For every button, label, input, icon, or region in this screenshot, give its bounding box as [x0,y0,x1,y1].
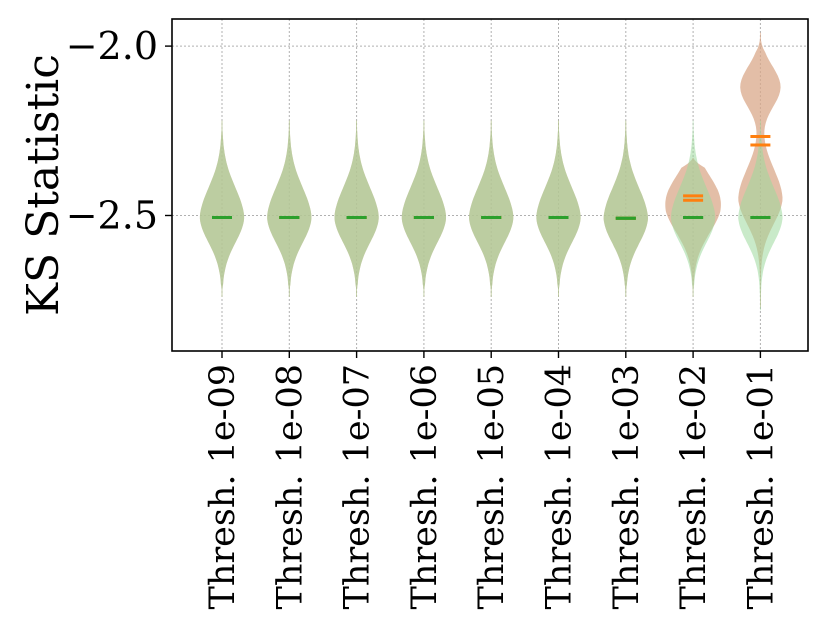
violin-body [334,120,379,297]
x-tick-label: Thresh. 1e-06 [405,364,445,609]
violin-body [267,120,312,297]
violin-body [469,120,514,297]
x-tick-label: Thresh. 1e-01 [741,364,781,609]
y-axis: −2.0 −2.5 [66,24,172,237]
violin-body [738,120,783,311]
x-tick-label: Thresh. 1e-09 [203,364,243,609]
violin-body [671,120,716,297]
x-axis: Thresh. 1e-09 Thresh. 1e-08 Thresh. 1e-07 T… [203,351,781,609]
x-tick-label: Thresh. 1e-02 [674,364,714,609]
x-tick-label: Thresh. 1e-07 [338,364,378,609]
y-axis-title: KS Statistic [18,54,69,316]
x-tick-label: Thresh. 1e-08 [270,364,310,609]
plot-frame [171,18,809,352]
violin-layer [199,32,783,311]
marker-layer [212,135,771,220]
y-tick-label: −2.5 [66,193,158,237]
x-tick-label: Thresh. 1e-03 [607,364,647,609]
violin-body [199,120,245,297]
x-tick-label: Thresh. 1e-04 [540,364,580,609]
violin-body [536,120,581,297]
x-tick-label: Thresh. 1e-05 [472,364,512,609]
y-tick-label: −2.0 [66,24,158,68]
violin-body [401,120,446,297]
violin-body [603,120,648,297]
